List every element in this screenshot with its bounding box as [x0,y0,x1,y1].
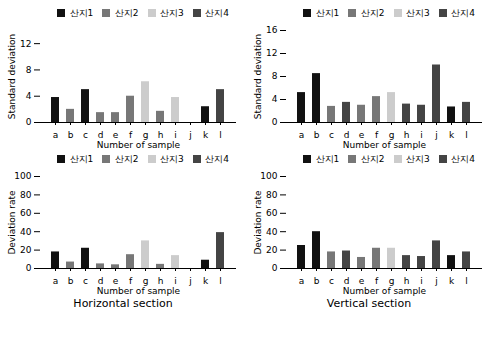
svg-text:i: i [420,276,423,286]
svg-text:i: i [420,130,423,140]
svg-text:Number of sample: Number of sample [97,140,181,150]
svg-text:0: 0 [272,117,278,127]
svg-text:h: h [158,276,164,286]
svg-text:l: l [219,276,222,286]
svg-text:e: e [359,276,365,286]
svg-text:b: b [314,276,320,286]
svg-text:c: c [83,130,88,140]
svg-text:Standard deviation: Standard deviation [7,34,17,120]
svg-text:h: h [404,130,410,140]
svg-text:d: d [344,130,350,140]
svg-text:Number of sample: Number of sample [343,140,427,150]
svg-text:f: f [375,130,379,140]
svg-text:Deviation rate: Deviation rate [7,190,17,255]
svg-text:b: b [68,130,74,140]
svg-text:Standard deviation: Standard deviation [253,34,263,120]
svg-text:j: j [188,276,192,286]
html-text:산지2: 산지2 [360,153,385,164]
svg-text:g: g [389,130,395,140]
svg-text:a: a [53,276,59,286]
html-text:산지4: 산지4 [205,153,229,164]
svg-text:h: h [158,130,164,140]
html-text:산지2: 산지2 [360,7,385,18]
svg-text:100: 100 [260,171,277,181]
svg-text:i: i [174,276,177,286]
svg-text:g: g [143,276,149,286]
svg-text:4: 4 [26,91,32,101]
svg-text:20: 20 [266,245,278,255]
html-text:산지4: 산지4 [451,153,475,164]
html-text:산지1: 산지1 [69,7,94,18]
svg-text:60: 60 [20,208,32,218]
svg-text:e: e [113,130,119,140]
svg-text:4: 4 [272,94,278,104]
svg-text:80: 80 [266,190,278,200]
html-text:산지3: 산지3 [160,7,184,18]
svg-text:j: j [434,276,438,286]
html-text:산지2: 산지2 [114,153,139,164]
svg-text:f: f [375,276,379,286]
svg-text:Number of sample: Number of sample [343,286,427,296]
svg-text:f: f [129,276,133,286]
html-text:산지2: 산지2 [114,7,139,18]
html-text:산지4: 산지4 [451,7,475,18]
svg-text:16: 16 [266,25,278,35]
svg-text:a: a [299,130,305,140]
html-text:산지4: 산지4 [205,7,229,18]
svg-text:40: 40 [20,227,32,237]
svg-text:b: b [68,276,74,286]
svg-text:g: g [143,130,149,140]
svg-text:k: k [203,276,209,286]
svg-text:0: 0 [26,263,32,273]
svg-text:k: k [449,276,455,286]
svg-text:e: e [359,130,365,140]
html-text:산지3: 산지3 [406,7,430,18]
svg-text:g: g [389,276,395,286]
html-text:산지1: 산지1 [315,153,340,164]
svg-text:h: h [404,276,410,286]
svg-text:j: j [434,130,438,140]
html-text:산지1: 산지1 [69,153,94,164]
svg-text:Deviation rate: Deviation rate [253,190,263,255]
svg-text:k: k [203,130,209,140]
svg-text:f: f [129,130,133,140]
svg-text:a: a [53,130,59,140]
svg-text:c: c [329,276,334,286]
svg-text:c: c [83,276,88,286]
svg-text:l: l [219,130,222,140]
html-text:Vertical section: Vertical section [326,297,412,310]
svg-text:8: 8 [26,65,32,75]
svg-text:b: b [314,130,320,140]
svg-text:a: a [299,276,305,286]
svg-text:j: j [188,130,192,140]
html-text:산지3: 산지3 [160,153,184,164]
svg-text:20: 20 [20,245,32,255]
html-text:산지3: 산지3 [406,153,430,164]
svg-text:d: d [98,130,104,140]
svg-text:8: 8 [272,71,278,81]
svg-text:l: l [465,276,468,286]
svg-text:12: 12 [20,39,31,49]
svg-text:d: d [98,276,104,286]
svg-text:40: 40 [266,227,278,237]
svg-text:i: i [174,130,177,140]
svg-text:e: e [113,276,119,286]
svg-text:60: 60 [266,208,278,218]
svg-text:12: 12 [266,48,277,58]
html-text:산지1: 산지1 [315,7,340,18]
svg-text:c: c [329,130,334,140]
svg-text:k: k [449,130,455,140]
html-text:Horizontal section: Horizontal section [73,297,173,310]
svg-text:100: 100 [14,171,31,181]
svg-text:Number of sample: Number of sample [97,286,181,296]
svg-text:80: 80 [20,190,32,200]
svg-text:0: 0 [26,117,32,127]
svg-text:d: d [344,276,350,286]
svg-text:0: 0 [272,263,278,273]
svg-text:l: l [465,130,468,140]
